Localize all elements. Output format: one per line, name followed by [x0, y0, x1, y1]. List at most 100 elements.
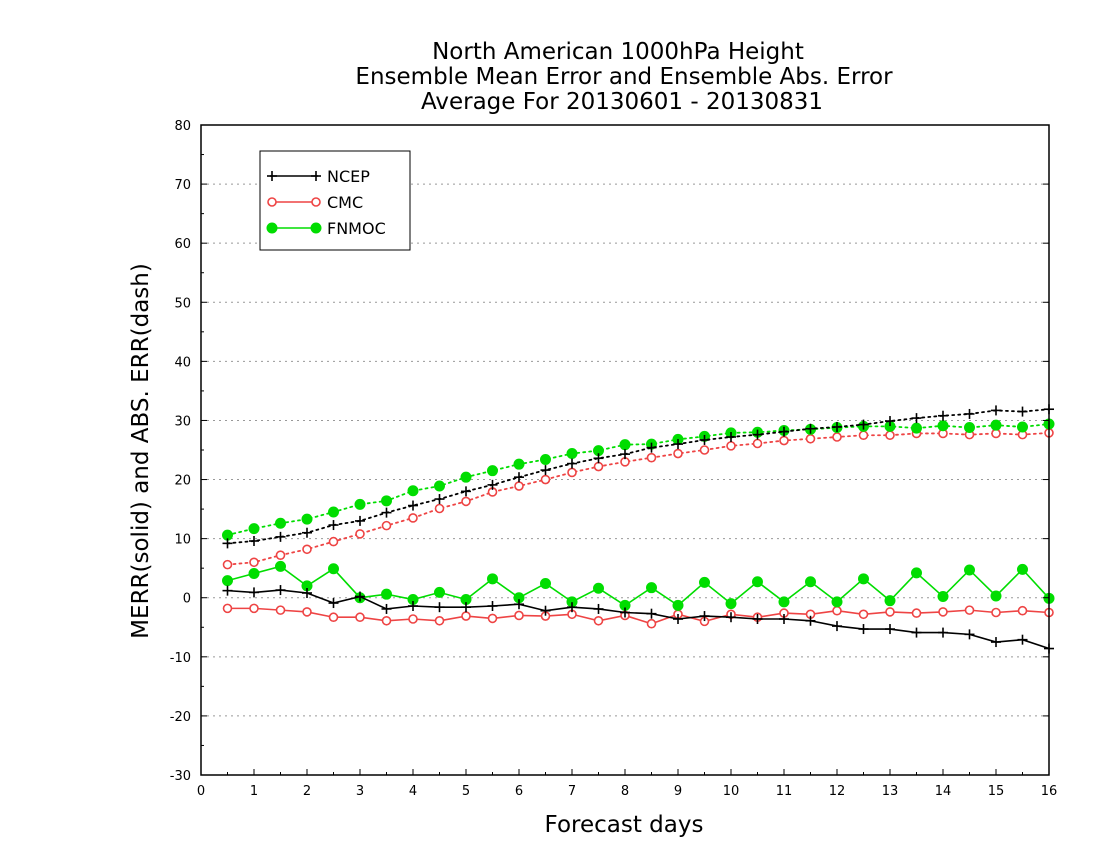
ncep-abs-error-point — [991, 405, 1001, 416]
fnmoc-abs-error-point — [990, 419, 1002, 431]
ncep-mean-error-point — [355, 591, 365, 602]
cmc-abs-error-point — [567, 467, 577, 478]
fnmoc-abs-error-point — [407, 485, 419, 497]
ncep-mean-error-point — [620, 607, 630, 618]
y-tick-label: -20 — [170, 710, 191, 725]
fnmoc-mean-error-point — [222, 575, 233, 587]
x-tick-label: 5 — [462, 784, 470, 799]
ncep-mean-error-point — [673, 614, 683, 624]
cmc-mean-error-point — [858, 609, 869, 620]
cmc-mean-error-point — [487, 613, 498, 624]
cmc-abs-error-point — [328, 536, 339, 547]
x-tick-label: 14 — [935, 784, 952, 799]
ncep-mean-error-point — [567, 602, 577, 613]
x-axis-ticks: 0 1 2 3 4 5 6 7 8 9 10 11 12 13 14 15 16 — [197, 769, 1057, 799]
x-tick-label: 10 — [723, 784, 740, 799]
ncep-mean-error-point — [487, 601, 498, 611]
ncep-abs-error-point — [938, 410, 948, 421]
ncep-abs-error-point — [487, 479, 498, 490]
ncep-mean-error-point — [911, 627, 922, 638]
chart-title-line-2: Ensemble Mean Error and Ensemble Abs. Er… — [355, 64, 893, 90]
ncep-abs-error-point — [779, 426, 789, 437]
cmc-abs-error-point — [514, 481, 524, 491]
legend-marker-fnmoc — [310, 222, 322, 234]
ncep-mean-error-point — [726, 612, 736, 623]
cmc-abs-error-point — [461, 496, 471, 507]
cmc-mean-error-point — [832, 605, 842, 616]
ncep-abs-error-point — [567, 458, 577, 469]
cmc-mean-error-point — [275, 605, 286, 615]
cmc-mean-error-point — [885, 607, 895, 617]
y-tick-label: 80 — [174, 119, 191, 134]
ncep-mean-error-point — [408, 601, 418, 611]
fnmoc-mean-error-point — [328, 563, 339, 575]
x-tick-label: 8 — [621, 784, 629, 799]
ncep-abs-error-point — [858, 419, 869, 430]
fnmoc-mean-error-point — [434, 586, 445, 598]
cmc-abs-error-point — [540, 474, 551, 485]
ncep-mean-error-point — [1017, 634, 1028, 645]
ncep-abs-error-point — [540, 465, 551, 476]
fnmoc-abs-error-point — [1017, 421, 1028, 433]
cmc-mean-error-point — [991, 607, 1001, 618]
cmc-abs-error-point — [779, 435, 789, 446]
legend-marker-fnmoc — [266, 222, 278, 234]
ncep-abs-error-point — [805, 423, 816, 434]
ncep-abs-error-point — [408, 500, 418, 511]
cmc-abs-error-line — [226, 431, 1050, 566]
ncep-mean-error-point — [302, 588, 312, 598]
ncep-abs-error-point — [1017, 406, 1028, 417]
fnmoc-mean-error-point — [381, 588, 392, 600]
cmc-abs-error-point — [222, 559, 233, 570]
cmc-mean-error-point — [461, 611, 471, 621]
ncep-mean-error-point — [752, 614, 763, 624]
cmc-mean-error-point — [249, 603, 259, 614]
fnmoc-abs-error-point — [248, 523, 260, 535]
ncep-abs-error-point — [328, 520, 339, 531]
cmc-abs-error-point — [249, 557, 259, 568]
ncep-mean-error-point — [832, 621, 842, 632]
cmc-mean-error-point — [328, 612, 339, 623]
ncep-mean-error-point — [514, 599, 524, 610]
y-tick-label: 20 — [174, 474, 191, 489]
fnmoc-mean-error-point — [540, 578, 551, 590]
fnmoc-mean-error-point — [248, 568, 260, 579]
chart-title: North American 1000hPa Height Ensemble M… — [355, 39, 893, 115]
cmc-mean-error-point — [302, 607, 312, 617]
ncep-mean-error-point — [938, 627, 948, 638]
legend: NCEP CMC FNMOC — [259, 150, 411, 251]
x-tick-label: 7 — [568, 784, 576, 799]
y-tick-label: 30 — [174, 414, 191, 429]
cmc-abs-error-point — [381, 520, 392, 531]
fnmoc-mean-error-point — [593, 582, 604, 594]
legend-marker-ncep — [311, 171, 321, 181]
x-tick-label: 4 — [409, 784, 417, 799]
ncep-mean-error-point — [275, 585, 286, 596]
fnmoc-mean-error-point — [672, 599, 684, 611]
ncep-abs-error-point — [514, 472, 524, 483]
cmc-abs-error-point — [434, 503, 445, 514]
ncep-abs-error-point — [434, 494, 445, 505]
fnmoc-abs-error-point — [275, 517, 286, 529]
legend-marker-cmc — [311, 197, 321, 207]
fnmoc-mean-error-point — [990, 590, 1002, 602]
x-tick-label: 13 — [882, 784, 899, 799]
fnmoc-mean-error-point — [1017, 563, 1028, 575]
y-axis-label: MERR(solid) and ABS. ERR(dash) — [128, 263, 154, 639]
fnmoc-abs-error-point — [381, 495, 392, 507]
ncep-mean-error-point — [249, 587, 259, 598]
cmc-mean-error-point — [222, 603, 233, 614]
fnmoc-mean-error-point — [646, 582, 657, 594]
cmc-abs-error-point — [699, 445, 710, 455]
ncep-mean-error-point — [461, 602, 471, 613]
x-tick-label: 16 — [1041, 784, 1058, 799]
fnmoc-mean-error-point — [275, 560, 286, 572]
series-group — [222, 404, 1055, 654]
x-tick-label: 11 — [776, 784, 793, 799]
cmc-mean-error-point — [514, 610, 524, 621]
ncep-abs-error-point — [885, 416, 895, 427]
y-tick-label: -30 — [170, 769, 191, 784]
ncep-mean-error-point — [646, 608, 657, 619]
y-tick-label: 10 — [174, 533, 191, 548]
legend-label-ncep: NCEP — [327, 167, 370, 186]
